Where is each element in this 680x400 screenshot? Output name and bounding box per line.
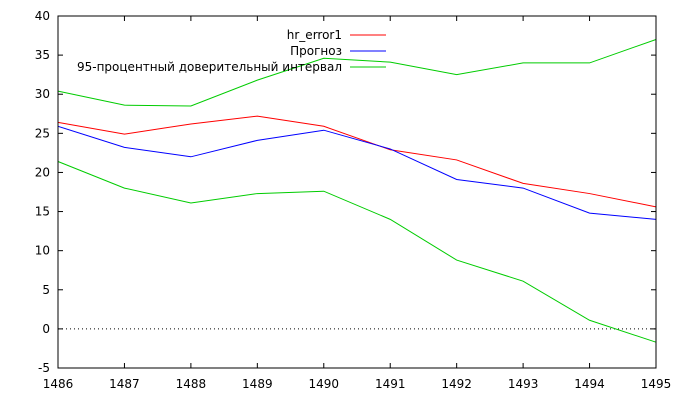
series-lines: [57, 38, 657, 343]
y-tick-label: -5: [38, 361, 50, 375]
y-tick-label: 20: [35, 165, 50, 179]
x-tick-label: 1492: [441, 377, 472, 391]
x-tick-label: 1493: [508, 377, 539, 391]
y-tick-label: 0: [42, 322, 50, 336]
y-tick-label: 15: [35, 205, 50, 219]
x-tick-label: 1489: [242, 377, 273, 391]
series-line-4: [57, 161, 657, 343]
legend-label: Прогноз: [290, 44, 342, 58]
x-tick-label: 1487: [109, 377, 140, 391]
x-tick-label: 1488: [176, 377, 207, 391]
x-tick-label: 1495: [641, 377, 672, 391]
x-tick-label: 1494: [574, 377, 605, 391]
y-tick-label: 10: [35, 244, 50, 258]
axis-ticks: -5 0 5 10 15 20 25 30 35 40 1486 1487 1488 1489 1490 14…: [35, 9, 672, 391]
series-line-3: [57, 38, 657, 107]
legend-label: hr_error1: [287, 28, 342, 42]
series-line-2: [57, 125, 657, 220]
y-tick-label: 25: [35, 126, 50, 140]
x-tick-label: 1486: [43, 377, 74, 391]
series-line-1: [57, 115, 657, 208]
y-tick-label: 35: [35, 48, 50, 62]
y-tick-label: 40: [35, 9, 50, 23]
y-tick-label: 5: [42, 283, 50, 297]
y-tick-label: 30: [35, 87, 50, 101]
legend-label: 95-процентный доверительный интервал: [77, 60, 342, 74]
x-tick-label: 1491: [375, 377, 406, 391]
plot-frame: [57, 15, 657, 369]
x-tick-label: 1490: [309, 377, 340, 391]
legend: hr_error1 Прогноз 95-процентный доверитель…: [77, 28, 386, 74]
